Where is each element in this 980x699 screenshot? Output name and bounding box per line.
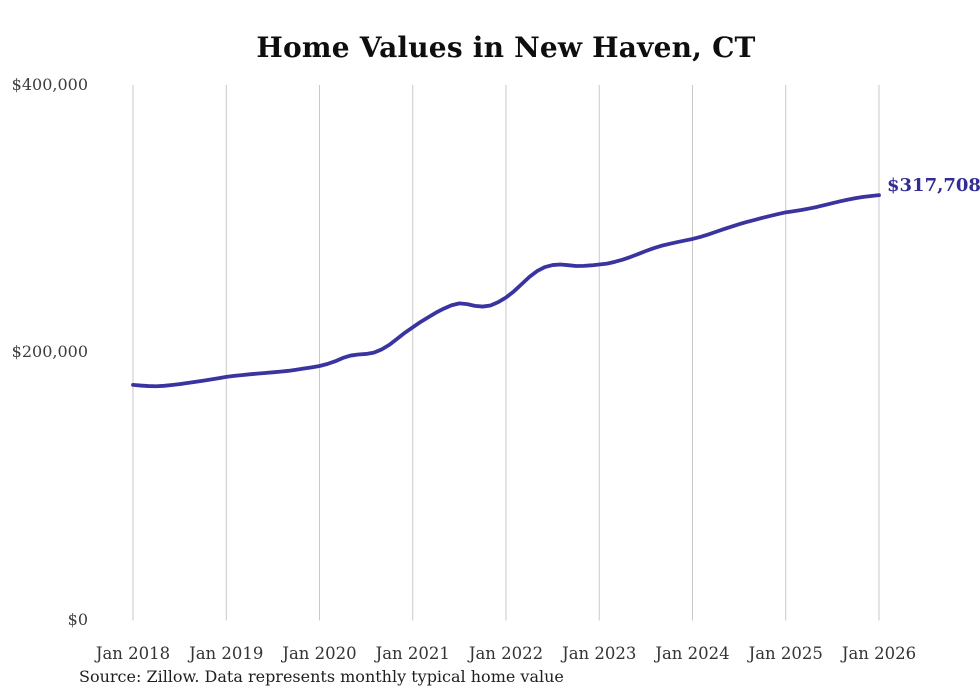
x-tick-label: Jan 2024	[655, 644, 730, 663]
x-tick-label: Jan 2023	[562, 644, 637, 663]
end-value-label: $317,708	[887, 175, 980, 196]
home-value-line	[131, 193, 881, 389]
x-tick-label: Jan 2021	[375, 644, 450, 663]
chart-title: Home Values in New Haven, CT	[256, 31, 756, 64]
x-tick-label: Jan 2018	[95, 644, 171, 663]
y-axis-tick-200000: $200,000	[11, 342, 88, 361]
y-axis-tick-400000: $400,000	[11, 75, 88, 94]
x-tick-label: Jan 2026	[841, 644, 917, 663]
x-tick-label: Jan 2019	[189, 644, 264, 663]
y-axis-tick-0: $0	[67, 610, 88, 629]
x-tick-label: Jan 2020	[282, 644, 357, 663]
x-tick-label: Jan 2025	[748, 644, 823, 663]
x-tick-label: Jan 2022	[468, 644, 544, 663]
source-note: Source: Zillow. Data represents monthly …	[79, 667, 564, 686]
